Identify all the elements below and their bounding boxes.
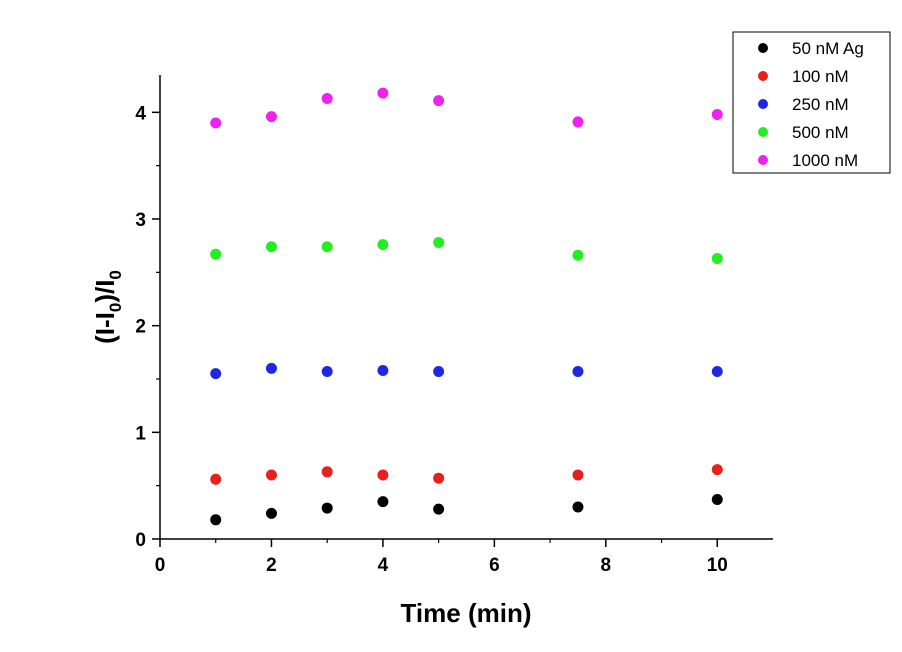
data-point: [210, 117, 222, 129]
x-tick-label: 6: [489, 555, 500, 576]
data-point: [572, 116, 584, 128]
data-point: [210, 248, 222, 260]
series-1: [210, 494, 723, 526]
legend: 50 nM Ag 100 nM 250 nM 500 nM 1000 nM: [732, 31, 891, 174]
y-title-sub-1: 0: [106, 303, 125, 312]
x-axis-title: Time (min): [401, 598, 532, 628]
plot-area: [159, 75, 773, 540]
legend-label: 500 nM: [792, 123, 849, 142]
x-tick-label: 8: [601, 555, 612, 576]
series-4: [210, 236, 723, 264]
data-point: [321, 466, 333, 478]
series-5: [210, 87, 723, 129]
y-tick-label: 1: [135, 423, 146, 444]
data-point: [210, 514, 222, 526]
legend-label: 1000 nM: [792, 151, 858, 170]
y-tick-label: 4: [135, 103, 146, 124]
legend-label: 50 nM Ag: [792, 39, 864, 58]
data-point: [377, 87, 389, 99]
data-point: [265, 469, 277, 481]
data-point: [711, 108, 723, 120]
data-point: [265, 241, 277, 253]
x-tick-label: 0: [155, 555, 166, 576]
data-points: [210, 87, 723, 526]
svg-text:(I-I0)/I0: (I-I0)/I0: [90, 270, 125, 344]
y-title-part-a: (I-I: [90, 312, 120, 344]
legend-label: 100 nM: [792, 67, 849, 86]
x-ticks: 0 2 4 6 8 10: [155, 539, 728, 576]
data-point: [377, 469, 389, 481]
legend-marker: [758, 43, 768, 53]
data-point: [711, 494, 723, 506]
legend-marker: [758, 155, 768, 165]
data-point: [210, 368, 222, 380]
y-title-part-b: )/I: [90, 280, 120, 303]
data-point: [377, 496, 389, 508]
data-point: [433, 503, 445, 515]
data-point: [321, 92, 333, 104]
x-tick-label: 4: [378, 555, 389, 576]
y-title-sub-2: 0: [106, 270, 125, 279]
legend-marker: [758, 127, 768, 137]
data-point: [265, 111, 277, 123]
data-point: [711, 252, 723, 264]
data-point: [265, 507, 277, 519]
data-point: [572, 249, 584, 261]
x-tick-label: 10: [707, 555, 728, 576]
data-point: [433, 236, 445, 248]
data-point: [321, 366, 333, 378]
y-ticks: 0 1 2 3 4: [135, 103, 160, 551]
data-point: [572, 366, 584, 378]
series-2: [210, 464, 723, 485]
x-tick-label: 2: [266, 555, 277, 576]
data-point: [433, 366, 445, 378]
data-point: [321, 502, 333, 514]
data-point: [377, 239, 389, 251]
data-point: [711, 366, 723, 378]
data-point: [433, 472, 445, 484]
data-point: [321, 241, 333, 253]
data-point: [572, 469, 584, 481]
data-point: [433, 95, 445, 107]
y-axis-title: (I-I0)/I0: [90, 270, 125, 344]
legend-marker: [758, 99, 768, 109]
data-point: [377, 364, 389, 376]
data-point: [572, 501, 584, 513]
y-tick-label: 2: [135, 317, 146, 338]
data-point: [265, 362, 277, 374]
legend-marker: [758, 71, 768, 81]
series-3: [210, 362, 723, 380]
data-point: [210, 473, 222, 485]
y-tick-label: 3: [135, 210, 146, 231]
legend-label: 250 nM: [792, 95, 849, 114]
y-tick-label: 0: [135, 530, 146, 551]
data-point: [711, 464, 723, 476]
